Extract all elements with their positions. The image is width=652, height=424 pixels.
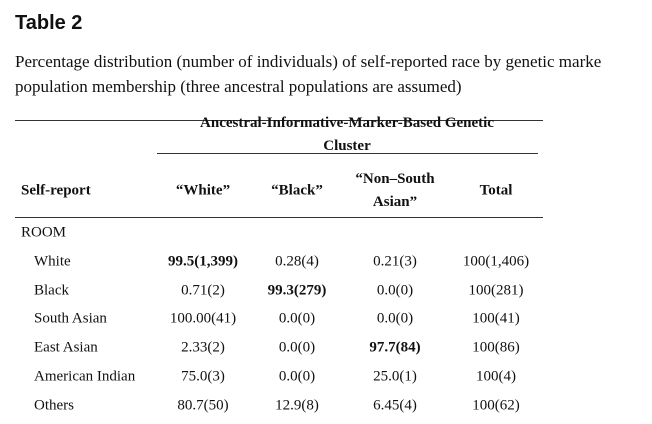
table-cell: 0.0(0) [376,310,414,327]
caption: population membership (three ancestral p… [15,77,462,96]
caption: Percentage distribution (number of indiv… [15,52,602,71]
table-cell: 99.3(279) [267,282,327,299]
rule [157,153,538,154]
column-header: Self-report [21,182,91,199]
table-cell: 0.71(2) [181,282,225,299]
table-title: Table 2 [15,12,83,34]
table-cell: 6.45(4) [373,397,417,413]
column-header: “Black” [271,182,323,199]
row-label: South Asian [34,310,107,327]
table-cell: 0.21(3) [373,253,417,270]
table-cell: 100(1,406) [462,253,530,270]
table-cell: 100(281) [468,282,524,299]
table-cell: 0.0(0) [278,368,316,385]
table-cell: 100(4) [476,368,516,385]
row-label: Black [34,282,69,299]
table-cell: 25.0(1) [373,368,417,385]
column-header: “White” [175,182,231,199]
table-cell: 99.5(1,399) [168,253,238,270]
rule [15,120,543,121]
row-label: White [34,253,71,270]
rule [15,217,543,218]
column-header: “Non–South Asian” [355,171,435,210]
table-cell: 80.7(50) [177,397,229,413]
table-cell: 100(62) [472,397,520,413]
table-cell: 97.7(84) [369,339,421,356]
column-header: Total [479,182,513,199]
table-cell: 100.00(41) [169,310,237,327]
group-header: Ancestral-Informative-Marker-Based Genet… [200,115,494,154]
section-label: ROOM [21,224,67,241]
row-label: East Asian [34,339,98,356]
table-cell: 0.28(4) [275,253,319,270]
row-label: American Indian [34,368,136,385]
table-cell: 100(41) [472,310,520,327]
row-label: Others [34,397,74,413]
table-cell: 0.0(0) [278,310,316,327]
table-cell: 100(86) [472,339,520,356]
table-cell: 12.9(8) [275,397,319,413]
table-cell: 0.0(0) [278,339,316,356]
table-cell: 75.0(3) [181,368,225,385]
table-cell: 2.33(2) [181,339,225,356]
table-cell: 0.0(0) [376,282,414,299]
